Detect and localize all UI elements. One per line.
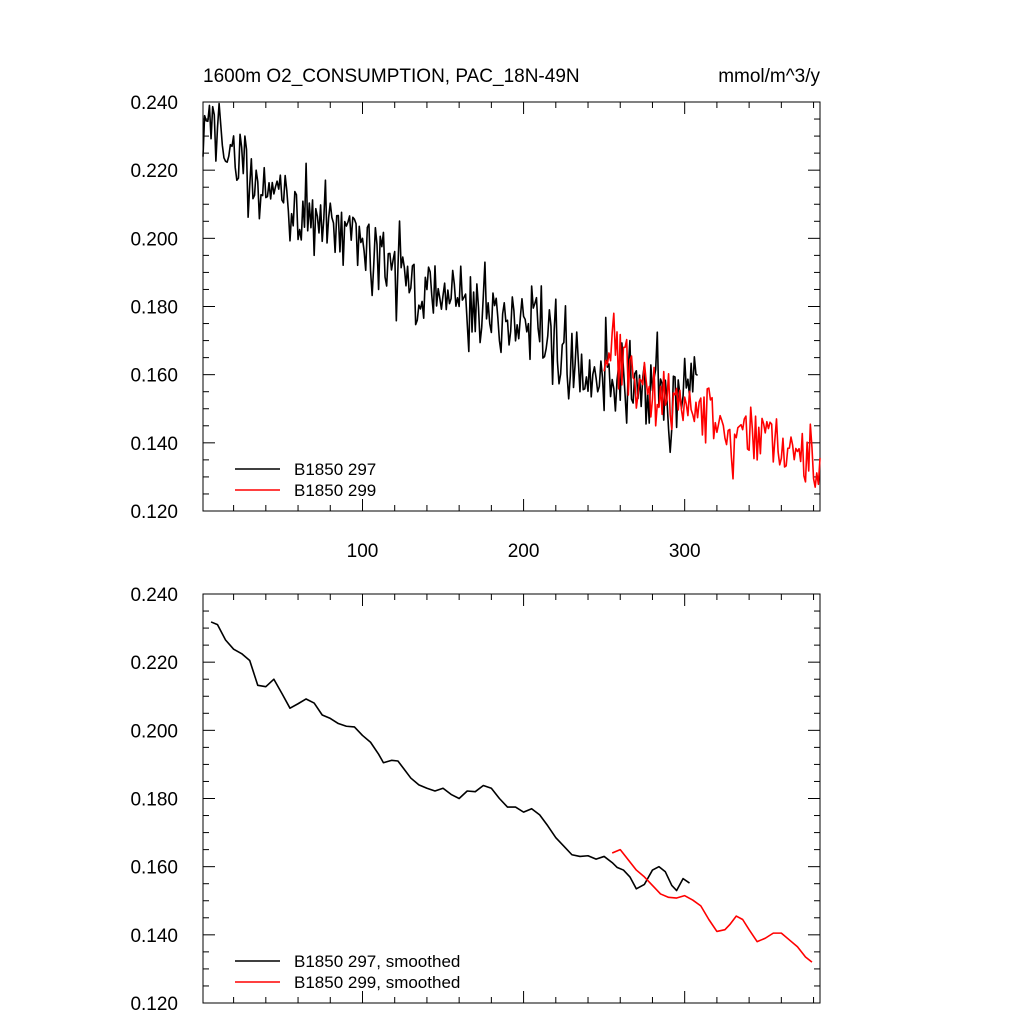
top-y-tick-label: 0.160 [130,366,178,387]
top-y-tick-label: 0.140 [130,434,178,455]
top-title: 1600m O2_CONSUMPTION, PAC_18N-49N [203,66,580,87]
top-x-tick-label: 100 [347,541,379,562]
top-legend: B1850 297 B1850 299 [235,460,376,500]
top-y-tick-label: 0.220 [130,161,178,182]
bottom-legend-label-299: B1850 299, smoothed [294,973,460,992]
bottom-y-tick-label: 0.220 [130,653,178,674]
bottom-y-tick-label: 0.160 [130,858,178,879]
top-units: mmol/m^3/y [718,66,820,87]
top-series-layer [202,102,821,488]
top-y-tick-label: 0.200 [130,229,178,250]
top-legend-label-299: B1850 299 [294,481,376,500]
bottom-axes: 0.120 0.140 0.160 0.180 0.200 0.220 0.240 [130,585,821,1015]
top-series-line-1 [603,312,821,488]
top-x-tick-label: 300 [669,541,701,562]
top-x-tick-label: 200 [508,541,540,562]
top-y-tick-label: 0.180 [130,298,178,319]
top-series-line-0 [202,102,699,454]
bottom-series-line-0 [210,621,690,892]
bottom-legend-label-297: B1850 297, smoothed [294,952,460,971]
bottom-y-tick-label: 0.200 [130,721,178,742]
top-legend-label-297: B1850 297 [294,460,376,479]
top-y-tick-label: 0.240 [130,93,178,114]
bottom-y-tick-label: 0.240 [130,585,178,606]
top-axes: 0.120 0.140 0.160 0.180 0.200 0.220 0.240 100 20… [130,93,821,562]
bottom-y-tick-label: 0.180 [130,790,178,811]
bottom-legend: B1850 297, smoothed B1850 299, smoothed [235,952,460,992]
bottom-series-line-1 [611,848,813,963]
bottom-y-tick-label: 0.120 [130,994,178,1015]
top-panel: 1600m O2_CONSUMPTION, PAC_18N-49N mmol/m… [130,66,821,562]
bottom-panel: 0.120 0.140 0.160 0.180 0.200 0.220 0.240 B185… [130,585,821,1015]
bottom-plot-frame [202,593,821,1004]
top-y-tick-label: 0.120 [130,502,178,523]
bottom-series-layer [210,621,813,963]
bottom-y-tick-label: 0.140 [130,926,178,947]
